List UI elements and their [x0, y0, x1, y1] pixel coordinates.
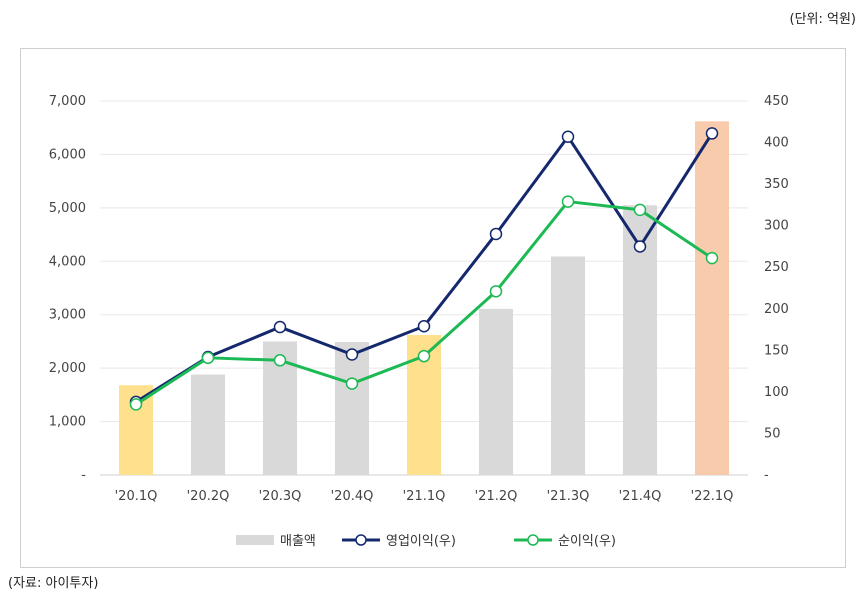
data-point — [705, 127, 719, 140]
right-axis-tick-label: 50 — [764, 426, 781, 441]
data-point — [345, 348, 359, 361]
bar — [695, 121, 729, 475]
x-axis-tick-label: '21.1Q — [403, 489, 446, 504]
left-axis-tick-label: 3,000 — [49, 308, 86, 323]
x-axis-tick-label: '21.2Q — [475, 489, 518, 504]
right-axis-tick-label: - — [764, 468, 769, 483]
legend-label: 순이익(우) — [558, 534, 616, 549]
right-axis-tick-label: 300 — [764, 219, 789, 234]
data-point — [561, 130, 575, 143]
data-point — [489, 227, 503, 241]
data-point — [201, 351, 215, 365]
data-point — [705, 251, 719, 265]
legend-marker — [355, 534, 367, 546]
legend-label: 영업이익(우) — [386, 534, 456, 549]
left-axis-tick-label: 1,000 — [49, 415, 86, 430]
bar — [191, 374, 225, 475]
legend-swatch-bar — [236, 535, 274, 545]
left-axis-tick-label: - — [81, 468, 86, 483]
legend-marker — [527, 534, 539, 546]
x-axis-tick-label: '20.3Q — [259, 489, 302, 504]
bar — [335, 341, 369, 475]
right-axis-tick-label: 450 — [764, 94, 789, 109]
unit-label: (단위: 억원) — [789, 12, 857, 27]
x-axis-tick-label: '20.4Q — [331, 489, 374, 504]
data-point — [273, 354, 287, 367]
x-axis-tick-label: '22.1Q — [691, 489, 734, 504]
x-axis-tick-label: '20.2Q — [187, 489, 230, 504]
x-axis-tick-label: '21.4Q — [619, 489, 662, 504]
right-axis-tick-label: 100 — [764, 385, 789, 400]
left-axis-tick-label: 5,000 — [49, 201, 86, 216]
left-axis-tick-label: 7,000 — [49, 94, 86, 109]
data-point — [489, 285, 503, 298]
data-point — [345, 377, 359, 390]
bar — [551, 256, 585, 475]
data-point — [633, 240, 647, 253]
legend-label: 매출액 — [280, 534, 316, 549]
data-point — [633, 203, 647, 217]
bar — [479, 308, 513, 475]
left-axis-tick-label: 2,000 — [49, 361, 86, 376]
source-label: (자료: 아이투자) — [8, 576, 99, 591]
right-axis-tick-label: 200 — [764, 302, 789, 317]
left-axis-tick-label: 4,000 — [49, 254, 86, 269]
right-axis-tick-label: 350 — [764, 177, 789, 192]
data-point — [417, 319, 431, 333]
data-point — [273, 320, 287, 334]
right-axis-tick-label: 250 — [764, 260, 789, 275]
x-axis-tick-label: '21.3Q — [547, 489, 590, 504]
x-axis-tick-label: '20.1Q — [115, 489, 158, 504]
left-axis-tick-label: 6,000 — [49, 147, 86, 162]
right-axis-tick-label: 150 — [764, 343, 789, 358]
right-axis-tick-label: 400 — [764, 136, 789, 151]
data-point — [561, 195, 575, 208]
data-point — [129, 398, 143, 411]
data-point — [417, 349, 431, 363]
